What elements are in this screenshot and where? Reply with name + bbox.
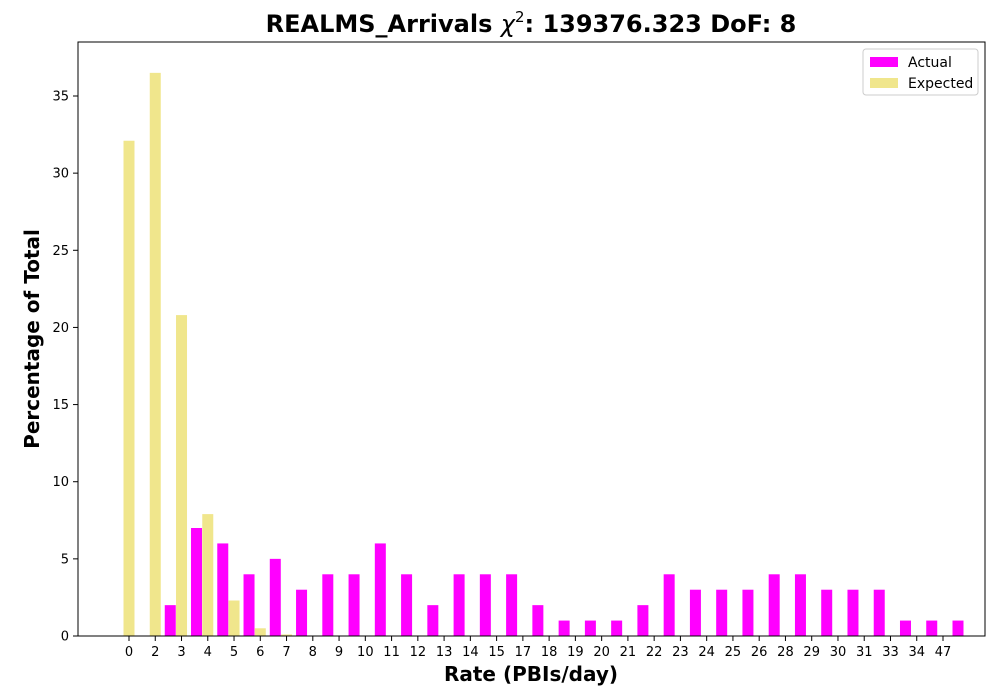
x-tick-label-17: 17 <box>515 645 532 660</box>
x-tick-label-20: 20 <box>593 645 610 660</box>
bar-actual-21 <box>637 605 649 636</box>
x-tick-label-4: 4 <box>204 645 212 660</box>
bar-actual-19 <box>584 620 596 636</box>
x-tick-label-47: 47 <box>935 645 952 660</box>
x-tick-label-18: 18 <box>541 645 558 660</box>
bar-actual-34 <box>926 620 938 636</box>
bar-actual-23 <box>689 589 701 636</box>
legend-label-actual: Actual <box>908 55 952 71</box>
x-tick-label-7: 7 <box>282 645 290 660</box>
x-tick-label-13: 13 <box>436 645 453 660</box>
y-tick-label-20: 20 <box>52 321 69 336</box>
bar-actual-9 <box>348 574 360 636</box>
x-tick-label-24: 24 <box>698 645 715 660</box>
x-tick-label-22: 22 <box>646 645 663 660</box>
legend-swatch-actual <box>870 57 898 67</box>
chart-title-suffix: : 139376.323 DoF: 8 <box>524 10 796 38</box>
y-tick-label-25: 25 <box>52 244 69 259</box>
x-tick-label-28: 28 <box>777 645 794 660</box>
bar-expected-7 <box>281 634 293 636</box>
x-tick-label-25: 25 <box>725 645 742 660</box>
x-tick-label-26: 26 <box>751 645 768 660</box>
x-tick-label-31: 31 <box>856 645 873 660</box>
y-tick-label-15: 15 <box>52 398 69 413</box>
bar-actual-5 <box>243 574 255 636</box>
x-tick-label-23: 23 <box>672 645 689 660</box>
x-tick-label-3: 3 <box>177 645 185 660</box>
bar-actual-6 <box>269 558 281 636</box>
bar-actual-20 <box>611 620 623 636</box>
x-tick-label-0: 0 <box>125 645 133 660</box>
x-tick-label-21: 21 <box>620 645 637 660</box>
bar-actual-26 <box>768 574 780 636</box>
x-tick-label-14: 14 <box>462 645 479 660</box>
y-axis-title: Percentage of Total <box>20 229 44 449</box>
bar-actual-12 <box>427 605 439 636</box>
x-tick-label-6: 6 <box>256 645 264 660</box>
bar-actual-17 <box>532 605 544 636</box>
bar-actual-8 <box>322 574 334 636</box>
y-tick-label-30: 30 <box>52 167 69 182</box>
bar-actual-13 <box>453 574 465 636</box>
bar-actual-24 <box>716 589 728 636</box>
legend-swatch-expected <box>870 78 898 88</box>
x-tick-label-30: 30 <box>830 645 847 660</box>
x-tick-label-10: 10 <box>357 645 374 660</box>
bar-expected-3 <box>176 315 188 636</box>
bar-actual-33 <box>899 620 911 636</box>
bar-expected-0 <box>123 140 135 637</box>
chart-title-prefix: REALMS_Arrivals <box>266 10 501 38</box>
bar-expected-2 <box>149 72 161 637</box>
bar-actual-22 <box>663 574 675 636</box>
bar-expected-6 <box>254 628 266 636</box>
y-tick-label-0: 0 <box>61 630 69 645</box>
chart-title-chi: χ <box>499 10 516 38</box>
bar-actual-30 <box>847 589 859 636</box>
chart-title-sup: 2 <box>515 8 525 26</box>
bar-actual-4 <box>217 543 229 636</box>
bar-actual-31 <box>873 589 885 636</box>
x-tick-label-15: 15 <box>488 645 505 660</box>
y-tick-label-10: 10 <box>52 475 69 490</box>
bar-actual-47 <box>952 620 964 636</box>
legend-label-expected: Expected <box>908 76 973 92</box>
x-tick-label-29: 29 <box>803 645 820 660</box>
x-tick-label-2: 2 <box>151 645 159 660</box>
bar-actual-11 <box>401 574 413 636</box>
bar-actual-14 <box>479 574 491 636</box>
x-tick-label-9: 9 <box>335 645 343 660</box>
bar-actual-3 <box>191 528 203 636</box>
x-tick-label-12: 12 <box>410 645 427 660</box>
x-tick-label-19: 19 <box>567 645 584 660</box>
bar-actual-25 <box>742 589 754 636</box>
x-tick-label-5: 5 <box>230 645 238 660</box>
y-tick-label-35: 35 <box>52 90 69 105</box>
x-tick-label-8: 8 <box>309 645 317 660</box>
x-axis-title: Rate (PBIs/day) <box>444 662 618 686</box>
chart-title: REALMS_Arrivals χ2: 139376.323 DoF: 8 <box>266 8 797 38</box>
bar-actual-28 <box>794 574 806 636</box>
bar-actual-18 <box>558 620 570 636</box>
bar-actual-29 <box>821 589 833 636</box>
x-tick-label-33: 33 <box>882 645 899 660</box>
bar-actual-10 <box>374 543 386 636</box>
bar-actual-15 <box>506 574 518 636</box>
bar-actual-2 <box>164 605 176 636</box>
x-tick-label-11: 11 <box>383 645 400 660</box>
bar-expected-4 <box>202 514 214 636</box>
x-tick-label-34: 34 <box>908 645 925 660</box>
bar-expected-5 <box>228 600 240 636</box>
plot-frame <box>77 41 986 637</box>
bar-actual-7 <box>296 589 308 636</box>
y-tick-label-5: 5 <box>61 552 69 567</box>
